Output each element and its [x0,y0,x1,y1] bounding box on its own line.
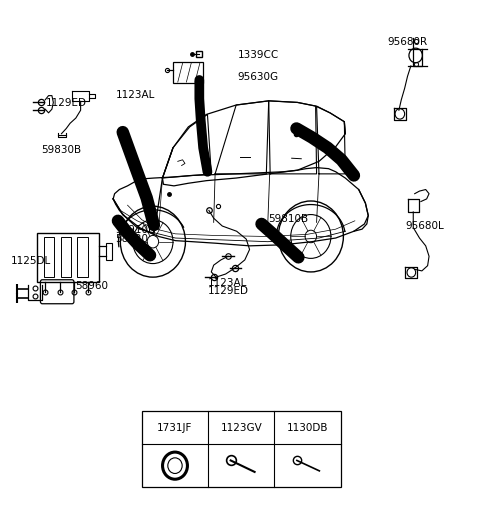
Text: 58910B: 58910B [116,225,156,235]
Bar [106,243,112,260]
Text: 1130DB: 1130DB [287,423,328,433]
Text: 59830B: 59830B [41,145,82,155]
Text: 58960: 58960 [75,281,108,291]
Text: 95680R: 95680R [387,38,428,48]
Text: 1123AL: 1123AL [207,278,247,288]
Text: 95630G: 95630G [238,72,279,82]
Text: 59810B: 59810B [268,214,308,224]
Text: 1339CC: 1339CC [238,50,279,61]
Text: 58920: 58920 [116,234,149,244]
Text: 1129ED: 1129ED [46,98,87,108]
Text: 1731JF: 1731JF [157,423,192,433]
Bar [36,233,99,282]
Text: 1123GV: 1123GV [220,423,262,433]
Bar [44,237,54,277]
Bar [142,411,340,487]
Text: 1123AL: 1123AL [116,89,155,99]
Text: 1129ED: 1129ED [207,286,249,296]
Text: 95680L: 95680L [405,221,444,231]
Bar [173,62,203,83]
Bar [60,237,71,277]
Text: 1125DL: 1125DL [11,256,51,267]
Bar [77,237,88,277]
